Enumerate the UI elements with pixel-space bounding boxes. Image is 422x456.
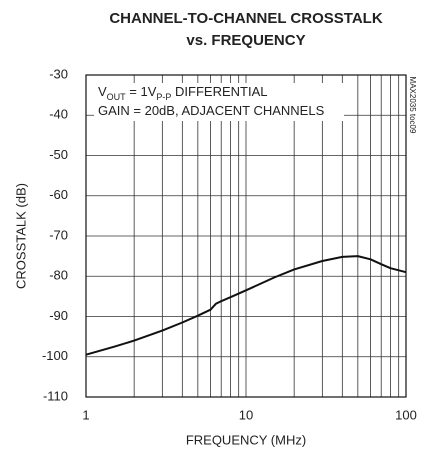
y-axis-label: CROSSTALK (dB) bbox=[13, 183, 28, 289]
chart-title: vs. FREQUENCY bbox=[186, 32, 305, 49]
y-tick-label: -50 bbox=[49, 147, 68, 162]
annotation: VOUT = 1VP-P DIFFERENTIAL bbox=[98, 84, 267, 102]
x-axis-label: FREQUENCY (MHz) bbox=[186, 432, 306, 447]
y-tick-label: -110 bbox=[43, 388, 68, 403]
plot-frame bbox=[85, 74, 407, 398]
x-tick-label: 1 bbox=[82, 407, 89, 422]
chart-title: CHANNEL-TO-CHANNEL CROSSTALK bbox=[109, 10, 382, 27]
x-tick-label: 10 bbox=[239, 407, 253, 422]
annotation: GAIN = 20dB, ADJACENT CHANNELS bbox=[98, 103, 325, 118]
y-tick-label: -40 bbox=[49, 107, 68, 122]
y-tick-label: -90 bbox=[49, 308, 68, 323]
x-tick-label: 100 bbox=[395, 407, 417, 422]
watermark: MAX2035 toc09 bbox=[408, 77, 417, 134]
annotation-bg bbox=[94, 83, 344, 121]
annotation-part: DIFFERENTIAL bbox=[171, 84, 267, 99]
y-tick-label: -100 bbox=[42, 348, 68, 363]
y-tick-label: -30 bbox=[49, 66, 68, 81]
y-tick-label: -70 bbox=[49, 227, 68, 242]
annotation-part: V bbox=[98, 84, 107, 99]
data-line bbox=[85, 255, 407, 356]
annotation-part: P-P bbox=[156, 92, 171, 102]
annotation-part: OUT bbox=[107, 92, 127, 102]
annotation-part: = 1V bbox=[126, 84, 157, 99]
annotation-part: GAIN = 20dB, ADJACENT CHANNELS bbox=[98, 103, 325, 118]
y-tick-label: -80 bbox=[49, 268, 68, 283]
y-tick-label: -60 bbox=[49, 187, 68, 202]
